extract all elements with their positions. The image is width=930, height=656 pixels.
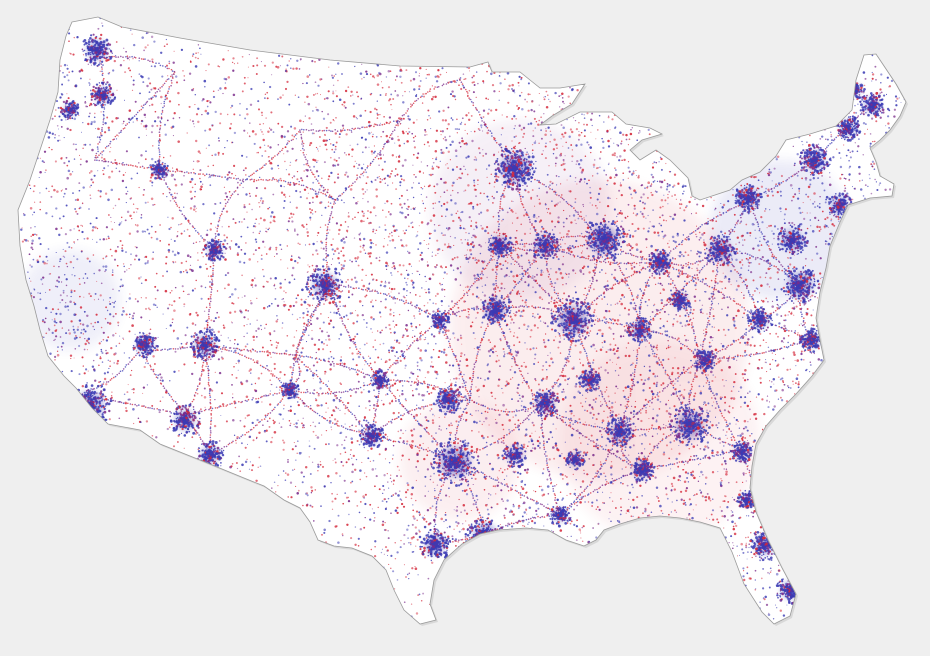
- density-wash: [560, 340, 760, 540]
- density-wash: [710, 160, 850, 300]
- density-wash: [20, 250, 120, 350]
- density-wash: [430, 120, 610, 300]
- city-clusters: [59, 33, 885, 605]
- land-outline: [17, 16, 907, 625]
